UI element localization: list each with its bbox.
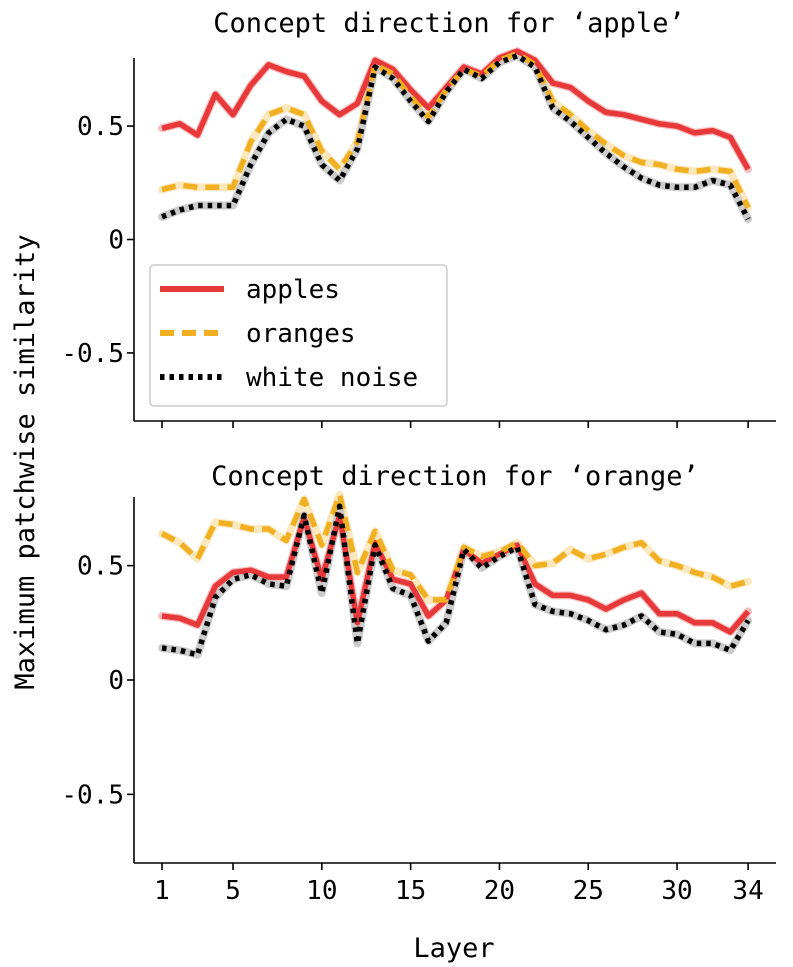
y-tick-label: 0 bbox=[108, 226, 124, 256]
y-tick-label: 0.5 bbox=[77, 552, 124, 582]
series-line-oranges bbox=[161, 50, 751, 209]
y-tick-label: -0.5 bbox=[61, 780, 124, 810]
series-halo-white-noise bbox=[158, 502, 753, 659]
x-tick-label: 10 bbox=[306, 876, 337, 906]
legend-label-oranges: oranges bbox=[246, 319, 356, 349]
legend-box bbox=[149, 264, 448, 407]
x-tick-label: 5 bbox=[225, 876, 241, 906]
x-tick-label: 34 bbox=[732, 876, 763, 906]
x-tick-label: 25 bbox=[573, 876, 604, 906]
x-tick-label: 1 bbox=[154, 876, 170, 906]
panel-title-orange: Concept direction for ‘orange’ bbox=[211, 461, 699, 492]
legend: apples oranges white noise bbox=[149, 264, 448, 407]
legend-label-white-noise: white noise bbox=[246, 363, 418, 393]
y-tick-label: 0 bbox=[108, 666, 124, 696]
x-tick-label: 20 bbox=[484, 876, 515, 906]
x-tick-label: 15 bbox=[395, 876, 426, 906]
x-axis-label: Layer bbox=[413, 933, 494, 964]
panel-title-apple: Concept direction for ‘apple’ bbox=[213, 8, 684, 39]
legend-label-apples: apples bbox=[246, 275, 340, 305]
panel-orange: Concept direction for ‘orange’ 0.5 0 -0.5 1… bbox=[61, 461, 776, 906]
y-axis-label: Maximum patchwise similarity bbox=[10, 234, 41, 689]
x-tick-label: 30 bbox=[661, 876, 692, 906]
series-line-white-noise bbox=[161, 52, 751, 221]
y-tick-label: 0.5 bbox=[77, 112, 124, 142]
y-tick-label: -0.5 bbox=[61, 339, 124, 369]
panel-apple: Concept direction for ‘apple’ 0.5 0 -0.5 a… bbox=[61, 8, 776, 428]
